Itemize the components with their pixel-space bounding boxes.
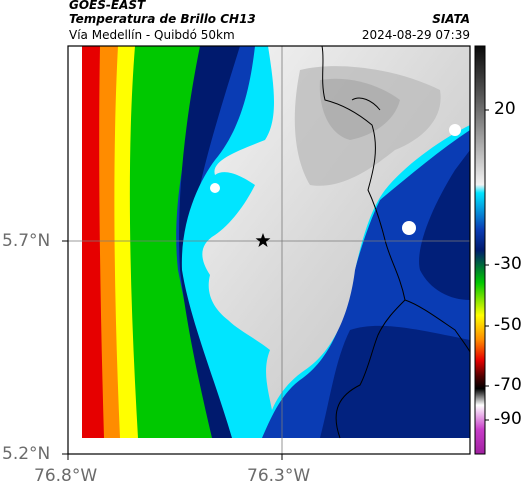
colorbar-label-minus90: -90: [494, 409, 522, 429]
source-label: SIATA: [432, 12, 470, 26]
brightness-temperature-field: [82, 46, 470, 438]
y-tick-5-2N: 5.2°N: [2, 444, 51, 464]
datetime-label: 2024-08-29 07:39: [361, 28, 470, 42]
satellite-title: GOES-EAST: [69, 0, 146, 12]
colorbar-label-minus50: -50: [494, 315, 522, 335]
colorbar: [474, 45, 486, 455]
colorbar-label-minus30: -30: [494, 254, 522, 274]
product-title: Temperatura de Brillo CH13: [69, 12, 256, 26]
colorbar-label-minus70: -70: [494, 375, 522, 395]
admin-boundaries: [321, 46, 470, 439]
x-tick-76-8W: 76.8°W: [34, 466, 98, 486]
x-tick-76-3W: 76.3°W: [247, 466, 311, 486]
colorbar-label-20: 20: [494, 99, 516, 119]
y-tick-5-7N: 5.7°N: [2, 231, 51, 251]
map-border: [67, 45, 471, 455]
star-icon: [255, 233, 271, 247]
region-subtitle: Vía Medellín - Quibdó 50km: [69, 28, 235, 42]
